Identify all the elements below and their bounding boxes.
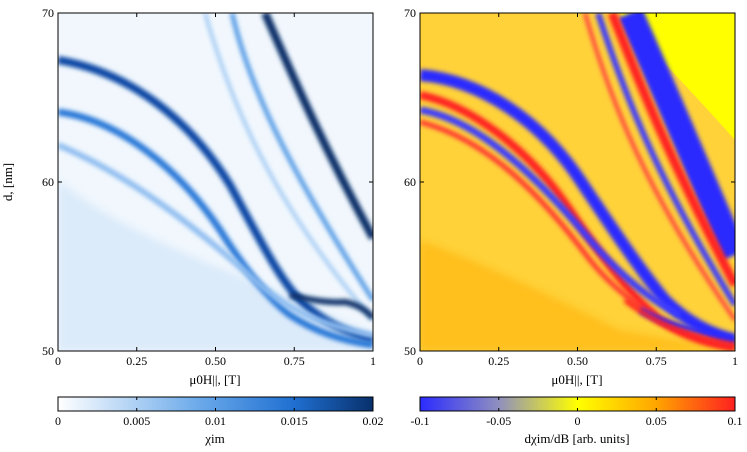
band-left-diag-1 <box>261 13 373 240</box>
colorbar-tick-label-left: 0.005 <box>123 414 150 428</box>
colorbar-tick-label-right: 0 <box>575 414 581 428</box>
x-axis-label-left: μ0H||, [T] <box>189 372 240 387</box>
band-left-arc-3 <box>58 142 373 338</box>
y-tick-label-right: 60 <box>404 175 416 189</box>
heatmap-left <box>58 13 373 351</box>
colorbar-left-ticks: 0 0.005 0.01 0.015 0.02 <box>55 397 384 428</box>
band-right-diag-blue <box>618 13 735 261</box>
region-right-lower <box>420 240 735 351</box>
colorbar-tick-label-right: -0.05 <box>486 414 511 428</box>
colorbar-right-ticks: -0.1 -0.05 0 0.05 0.1 <box>411 397 743 428</box>
band-right-blue-arc-2 <box>420 106 682 319</box>
panel-left: 0 0.25 0.50 0.75 1 50 60 70 μ0H||, [T] d, [nm] <box>0 6 376 387</box>
x-tick-label-left: 1 <box>370 354 376 368</box>
x-tick-label-left: 0 <box>55 354 61 368</box>
x-axis-label-right: μ0H||, [T] <box>551 372 602 387</box>
x-tick-label-left: 0.25 <box>126 354 147 368</box>
y-tick-label-right: 70 <box>404 6 416 20</box>
band-right-red-arc-2 <box>420 119 657 318</box>
y-tick-label-left: 50 <box>42 344 54 358</box>
band-left-diag-2 <box>229 13 373 302</box>
heatmap-right <box>420 13 735 351</box>
panel-right: 0 0.25 0.50 0.75 1 50 60 70 μ0H||, [T] <box>404 6 738 387</box>
colorbar-tick-label-left: 0.02 <box>363 414 384 428</box>
band-right-diag-red-2 <box>583 13 735 322</box>
axes-right: 0 0.25 0.50 0.75 1 50 60 70 <box>404 6 738 368</box>
band-right-diag-blue-2 <box>595 13 735 307</box>
x-tick-label-right: 0.50 <box>567 354 588 368</box>
colorbar-tick-label-left: 0 <box>55 414 61 428</box>
band-left-diag-3 <box>203 13 373 322</box>
y-tick-label-left: 60 <box>42 175 54 189</box>
band-left-bottom <box>289 292 373 320</box>
x-tick-label-right: 0 <box>417 354 423 368</box>
x-tick-label-right: 1 <box>732 354 738 368</box>
colorbar-tick-label-right: 0.1 <box>728 414 743 428</box>
colorbar-left: 0 0.005 0.01 0.015 0.02 χim <box>55 396 384 446</box>
band-right-blue-arc <box>420 69 735 346</box>
colorbar-tick-label-right: -0.1 <box>411 414 430 428</box>
colorbar-right: -0.1 -0.05 0 0.05 0.1 dχim/dB [arb. units] <box>411 396 743 446</box>
y-tick-label-left: 70 <box>42 6 54 20</box>
y-axis-label-left: d, [nm] <box>0 163 15 201</box>
band-right-diag-red <box>607 13 735 288</box>
colorbar-tick-label-left: 0.015 <box>281 414 308 428</box>
colorbar-tick-label-left: 0.01 <box>205 414 226 428</box>
x-tick-label-left: 0.75 <box>284 354 305 368</box>
colorbar-tick-label-right: 0.05 <box>646 414 667 428</box>
band-left-arc-2 <box>58 108 373 349</box>
band-right-bottom-red <box>623 298 735 348</box>
x-tick-label-right: 0.25 <box>488 354 509 368</box>
y-tick-label-right: 50 <box>404 344 416 358</box>
x-tick-label-left: 0.50 <box>205 354 226 368</box>
colorbar-left-label: χim <box>204 431 225 446</box>
colorbar-right-label: dχim/dB [arb. units] <box>524 431 629 446</box>
x-tick-label-right: 0.75 <box>646 354 667 368</box>
axes-left: 0 0.25 0.50 0.75 1 50 60 70 <box>42 6 376 368</box>
